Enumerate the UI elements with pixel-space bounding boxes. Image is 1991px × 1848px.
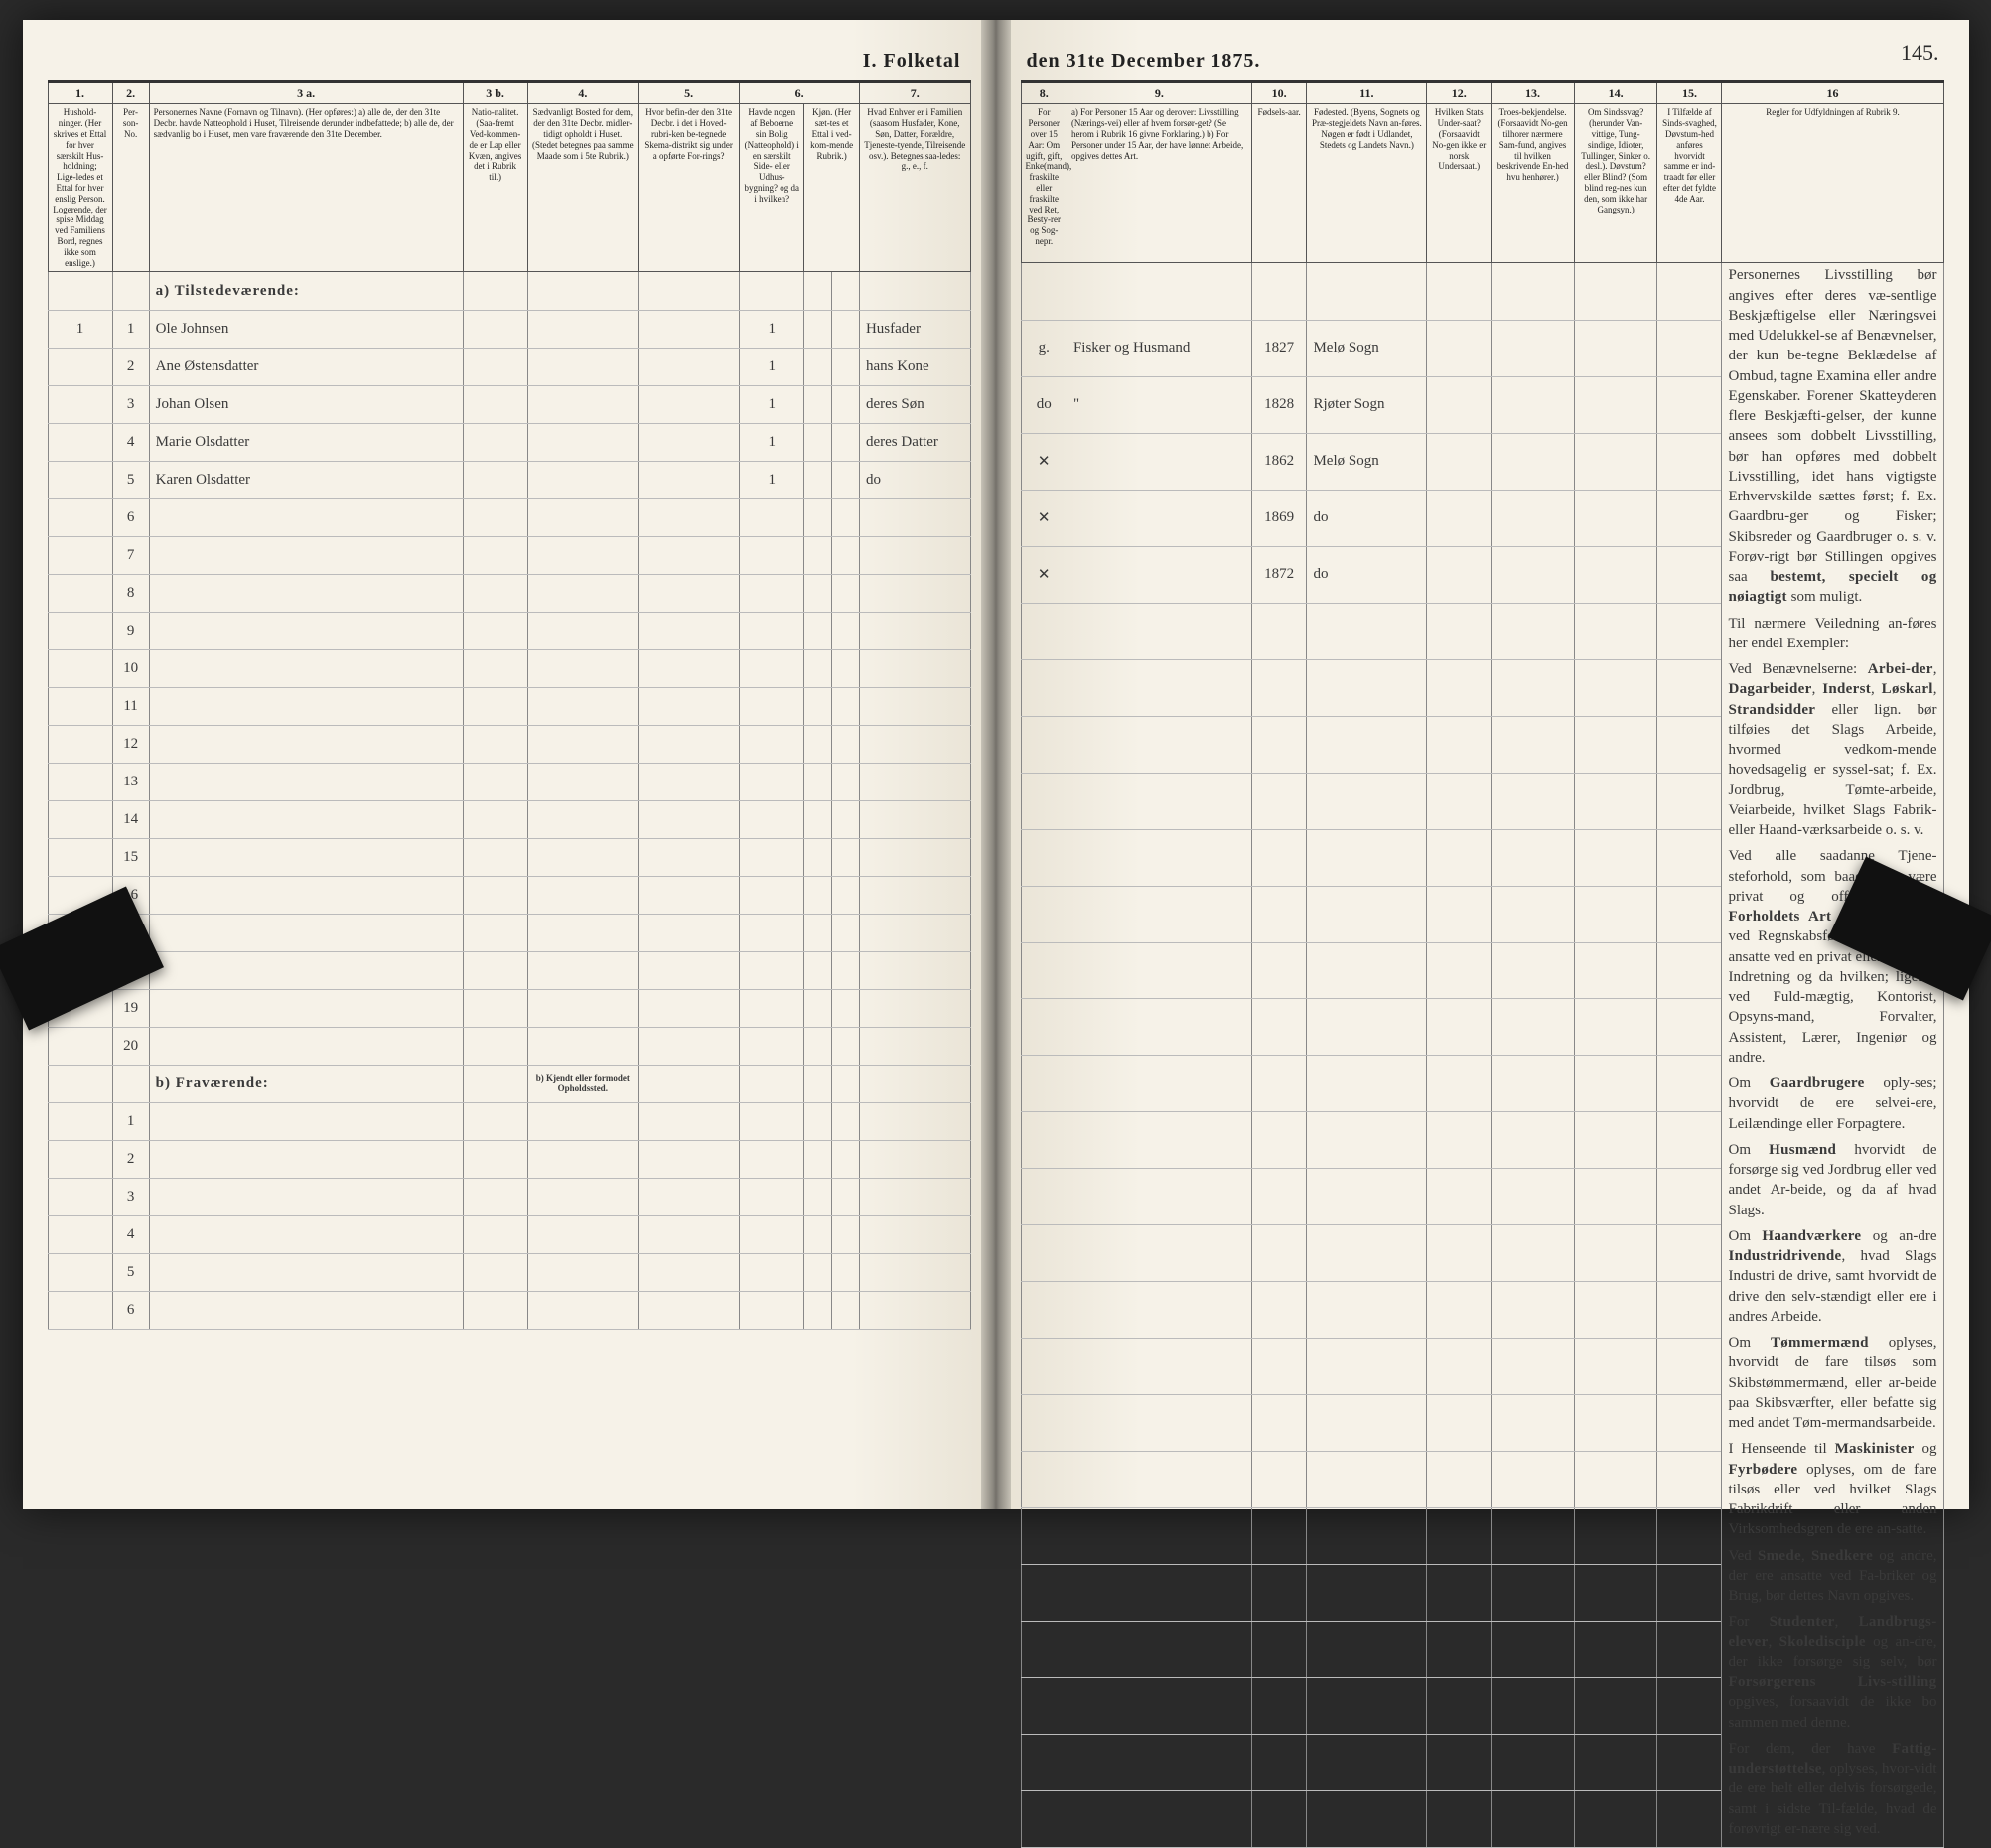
col-head: Personernes Navne (Fornavn og Tilnavn). … bbox=[149, 104, 463, 272]
col-head: For Personer over 15 Aar: Om ugift, gift… bbox=[1021, 104, 1067, 263]
col-head: a) For Personer 15 Aar og derover: Livss… bbox=[1067, 104, 1251, 263]
section-b-label: b) Fraværende: bbox=[149, 1065, 463, 1102]
col-head: I Tilfælde af Sinds-svaghed, Døvstum-hed… bbox=[1657, 104, 1722, 263]
col-num: 2. bbox=[112, 82, 149, 104]
col-head: Sædvanligt Bosted for dem, der den 31te … bbox=[527, 104, 638, 272]
table-row: 1 1 Ole Johnsen 1 Husfader bbox=[48, 310, 970, 348]
col-num: 9. bbox=[1067, 82, 1251, 104]
table-row: 4 Marie Olsdatter 1 deres Datter bbox=[48, 423, 970, 461]
col-num: 10. bbox=[1251, 82, 1307, 104]
page-number: 145. bbox=[1901, 40, 1939, 66]
header-table-left: 1. 2. 3 a. 3 b. 4. 5. 6. 7. Hushold-ning… bbox=[48, 80, 971, 272]
page-title-left: I. Folketal bbox=[48, 50, 971, 72]
body-table-left: a) Tilstedeværende: 1 1 Ole Johnsen 1 Hu… bbox=[48, 272, 971, 1330]
col-num: 3 b. bbox=[463, 82, 527, 104]
col-head: Natio-nalitet. (Saa-fremt Ved-kommen-de … bbox=[463, 104, 527, 272]
col-head: Fødsels-aar. bbox=[1251, 104, 1307, 263]
col-num: 5. bbox=[639, 82, 740, 104]
col-num: 7. bbox=[859, 82, 970, 104]
page-title-right: den 31te December 1875. bbox=[1021, 50, 1944, 72]
col-num: 12. bbox=[1427, 82, 1492, 104]
col-head: Per-son-No. bbox=[112, 104, 149, 272]
ledger-book: I. Folketal 1. 2. 3 a. 3 b. 4. 5. 6. 7. … bbox=[23, 20, 1969, 1509]
col-head: Havde nogen af Beboerne sin Bolig (Natte… bbox=[740, 104, 804, 272]
col-head: Hvilken Stats Under-saat? (Forsaavidt No… bbox=[1427, 104, 1492, 263]
col-num: 14. bbox=[1574, 82, 1657, 104]
col-head: Om Sindssvag? (herunder Van-vittige, Tun… bbox=[1574, 104, 1657, 263]
table-row: 5 Karen Olsdatter 1 do bbox=[48, 461, 970, 498]
col-head: Fødested. (Byens, Sognets og Præ-stegjel… bbox=[1307, 104, 1427, 263]
col-head: Troes-bekjendelse. (Forsaavidt No-gen ti… bbox=[1492, 104, 1575, 263]
col-head: Hushold-ninger. (Her skrives et Ettal fo… bbox=[48, 104, 112, 272]
col-head: Regler for Udfyldningen af Rubrik 9. bbox=[1722, 104, 1943, 263]
book-spine bbox=[981, 20, 1011, 1509]
col-num: 13. bbox=[1492, 82, 1575, 104]
body-table-right: Personernes Livsstilling bør angives eft… bbox=[1021, 263, 1944, 1848]
col-num: 3 a. bbox=[149, 82, 463, 104]
col-num: 16 bbox=[1722, 82, 1943, 104]
col-num: 11. bbox=[1307, 82, 1427, 104]
header-table-right: 8. 9. 10. 11. 12. 13. 14. 15. 16 For Per… bbox=[1021, 80, 1944, 263]
left-page: I. Folketal 1. 2. 3 a. 3 b. 4. 5. 6. 7. … bbox=[23, 20, 996, 1509]
right-page: 145. den 31te December 1875. 8. 9. 10. 1… bbox=[996, 20, 1969, 1509]
col-num: 8. bbox=[1021, 82, 1067, 104]
col-num: 6. bbox=[740, 82, 860, 104]
col-num: 4. bbox=[527, 82, 638, 104]
table-row: 3 Johan Olsen 1 deres Søn bbox=[48, 385, 970, 423]
rules-sidebar: Personernes Livsstilling bør angives eft… bbox=[1722, 263, 1943, 1847]
table-row: 2 Ane Østensdatter 1 hans Kone bbox=[48, 348, 970, 385]
col-num: 1. bbox=[48, 82, 112, 104]
col-head: Hvad Enhver er i Familien (saasom Husfad… bbox=[859, 104, 970, 272]
col-head: Hvor befin-der den 31te Decbr. i det i H… bbox=[639, 104, 740, 272]
col-num: 15. bbox=[1657, 82, 1722, 104]
section-a-label: a) Tilstedeværende: bbox=[149, 272, 463, 310]
col-head: Kjøn. (Her sæt-tes et Ettal i ved-kom-me… bbox=[804, 104, 860, 272]
section-b-note: b) Kjendt eller formodet Opholdssted. bbox=[527, 1065, 638, 1102]
